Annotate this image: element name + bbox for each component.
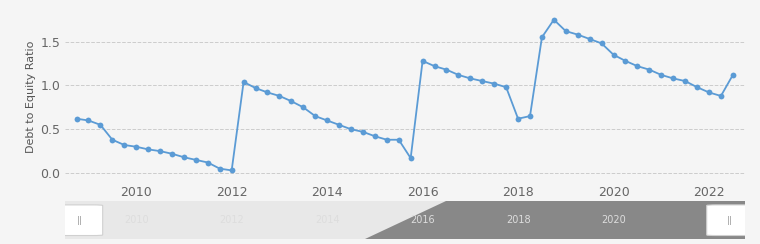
- Text: 2012: 2012: [220, 215, 244, 225]
- Text: 2014: 2014: [315, 215, 340, 225]
- FancyBboxPatch shape: [707, 205, 753, 235]
- Text: 2020: 2020: [601, 215, 626, 225]
- Polygon shape: [366, 201, 745, 239]
- Text: ||: ||: [727, 216, 733, 225]
- Text: 2018: 2018: [505, 215, 530, 225]
- Text: 2010: 2010: [124, 215, 148, 225]
- FancyBboxPatch shape: [56, 205, 103, 235]
- Text: ||: ||: [77, 216, 83, 225]
- Text: 2016: 2016: [410, 215, 435, 225]
- Y-axis label: Debt to Equity Ratio: Debt to Equity Ratio: [27, 40, 36, 152]
